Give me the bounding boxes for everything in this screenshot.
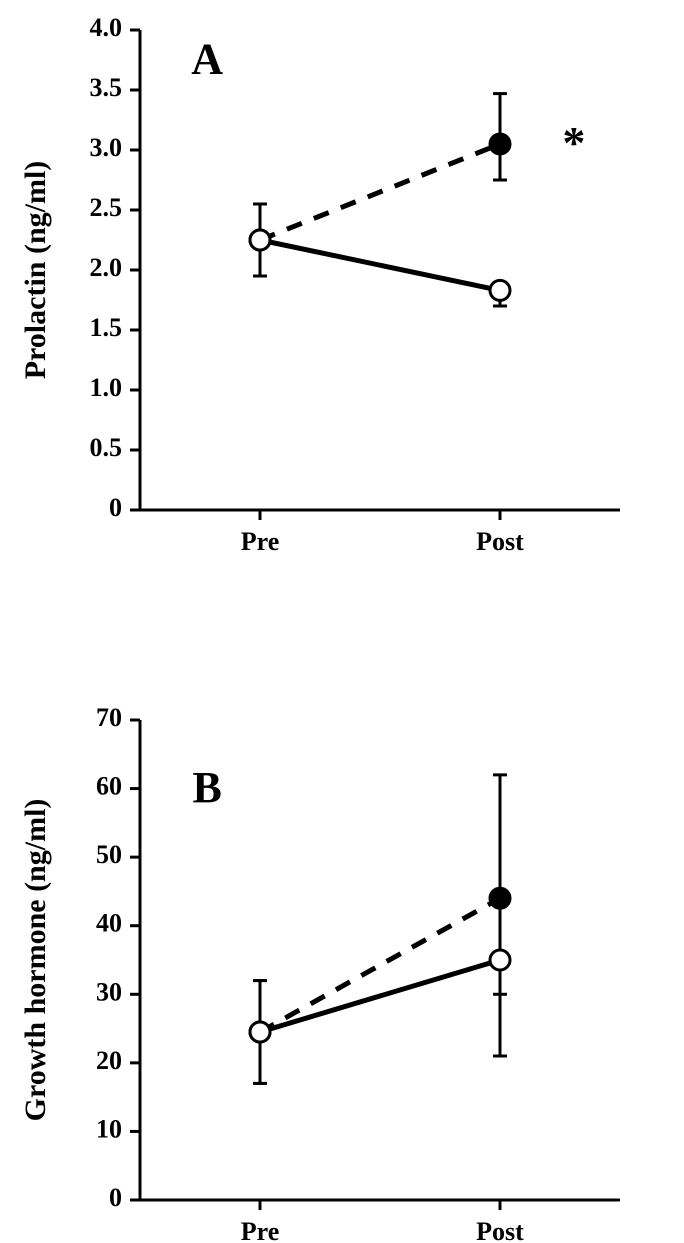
y-tick-label: 40: [96, 909, 122, 938]
y-tick-label: 3.5: [90, 73, 123, 102]
y-tick-label: 0: [109, 1183, 122, 1212]
y-tick-label: 30: [96, 977, 122, 1006]
y-tick-label: 70: [96, 703, 122, 732]
panel-B: 0 10 20 30 40 50 60 70 Pre Post Growth hormone (ng…: [19, 703, 620, 1243]
y-tick-label: 60: [96, 772, 122, 801]
y-tick-label: 1.5: [90, 313, 123, 342]
panel-A: 0 0.5 1.0 1.5 2.0 2.5 3.0 3.5 4.0 Pre Post Prolacti…: [19, 13, 620, 556]
y-tick-label: 0.5: [90, 433, 123, 462]
panel-label: A: [191, 35, 223, 84]
y-tick-label: 20: [96, 1046, 122, 1075]
y-tick-label: 10: [96, 1114, 122, 1143]
data-point: [250, 1022, 270, 1042]
y-tick-label: 2.0: [90, 253, 123, 282]
x-tick-label: Post: [476, 527, 524, 556]
y-tick-label: 4.0: [90, 13, 123, 42]
y-tick-label: 1.0: [90, 373, 123, 402]
y-tick-label: 50: [96, 840, 122, 869]
data-point: [250, 230, 270, 250]
data-point: [490, 950, 510, 970]
data-point: [490, 888, 510, 908]
x-tick-label: Pre: [241, 527, 280, 556]
y-tick-label: 3.0: [90, 133, 123, 162]
figure-svg: 0 0.5 1.0 1.5 2.0 2.5 3.0 3.5 4.0 Pre Post Prolacti…: [0, 0, 684, 1243]
y-axis-label: Prolactin (ng/ml): [19, 161, 52, 380]
y-tick-label: 2.5: [90, 193, 123, 222]
data-point: [490, 280, 510, 300]
panel-label: B: [193, 763, 222, 812]
y-axis-label: Growth hormone (ng/ml): [19, 799, 52, 1122]
x-tick-label: Pre: [241, 1217, 280, 1243]
x-tick-label: Post: [476, 1217, 524, 1243]
annotation: *: [562, 117, 585, 168]
data-point: [490, 134, 510, 154]
y-tick-label: 0: [109, 493, 122, 522]
